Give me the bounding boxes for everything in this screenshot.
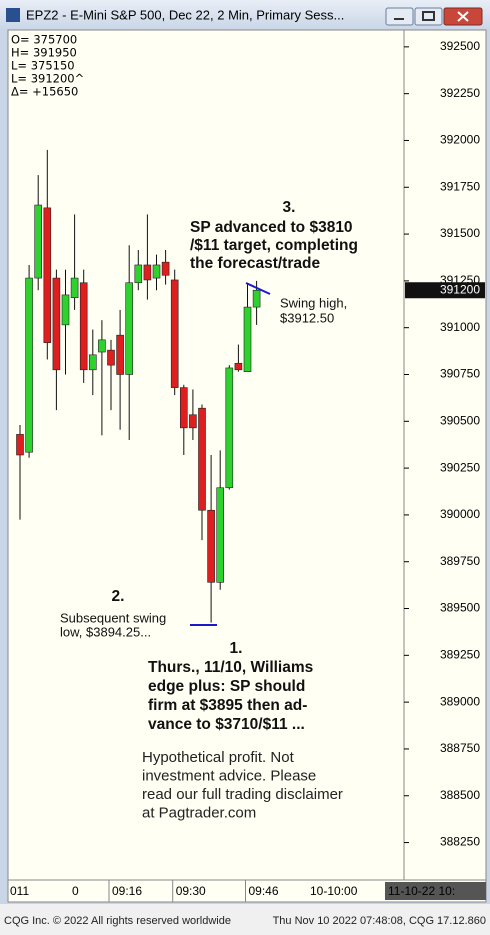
candle-body xyxy=(252,289,261,308)
y-tick-label: 390000 xyxy=(440,507,480,521)
annotation-text: firm at $3895 then ad- xyxy=(148,697,307,714)
y-tick-label: 390500 xyxy=(440,413,480,427)
footer-right: Thu Nov 10 2022 07:48:08, CQG 17.12.860 xyxy=(273,915,486,927)
x-tick-label: 09:46 xyxy=(249,884,279,898)
x-tick-label: 011 xyxy=(10,884,29,898)
candle-body xyxy=(98,339,106,353)
y-tick-label: 392250 xyxy=(440,86,480,100)
y-tick-label: 390750 xyxy=(440,367,480,381)
x-tick-label: 11-10-22 10: xyxy=(388,884,455,898)
x-tick-label: 10-10:00 xyxy=(310,884,358,898)
x-tick-label: 09:30 xyxy=(176,884,206,898)
candle-body xyxy=(25,277,33,453)
close-icon xyxy=(457,11,469,22)
y-tick-label: 389750 xyxy=(440,554,480,568)
y-tick-label: 391750 xyxy=(440,179,480,193)
candle-body xyxy=(116,334,124,375)
annotation-text: /$11 target, completing xyxy=(190,237,358,254)
candle-body xyxy=(207,509,215,583)
swing-high-marker xyxy=(245,282,271,295)
info-line: O= 375700 xyxy=(11,33,77,47)
info-line: H= 391950 xyxy=(11,46,77,60)
date-box xyxy=(385,882,486,900)
candle-body xyxy=(89,354,97,371)
status-bar xyxy=(0,904,490,930)
x-tick-label: 09:16 xyxy=(112,884,142,898)
y-tick-label: 389250 xyxy=(440,648,480,662)
annotation-number: 1. xyxy=(230,640,243,657)
candle-body xyxy=(107,349,115,366)
candle-body xyxy=(125,282,133,375)
annotation-text: vance to $3710/$11 ... xyxy=(148,716,305,733)
minimize-button[interactable] xyxy=(385,7,414,26)
candle-body xyxy=(134,264,143,284)
candle-body xyxy=(61,294,70,326)
candle-body xyxy=(52,277,61,371)
candle-body xyxy=(16,434,24,456)
candle-body xyxy=(43,207,52,343)
candle-body xyxy=(152,264,161,279)
annotation-text: edge plus: SP should xyxy=(148,678,305,695)
candle-body xyxy=(189,414,197,429)
candle-body xyxy=(243,306,252,372)
window-title: EPZ2 - E-Mini S&P 500, Dec 22, 2 Min, Pr… xyxy=(26,7,344,22)
disclaimer-text: read our full trading disclaimer xyxy=(142,786,343,803)
footer-left: CQG Inc. © 2022 All rights reserved worl… xyxy=(4,915,231,927)
x-tick-label: 0 xyxy=(72,884,79,898)
last-price-box xyxy=(405,282,485,299)
y-tick-label: 388750 xyxy=(440,741,480,755)
y-tick-label: 389500 xyxy=(440,601,480,615)
y-tick-label: 391000 xyxy=(440,320,480,334)
disclaimer-text: at Pagtrader.com xyxy=(142,804,256,821)
disclaimer-text: investment advice. Please xyxy=(142,767,316,784)
disclaimer-text: Hypothetical profit. Not xyxy=(142,749,295,766)
y-tick-label: 389000 xyxy=(440,694,480,708)
maximize-button[interactable] xyxy=(414,7,443,26)
annotation-text: Subsequent swing xyxy=(60,610,166,625)
annotation-text: the forecast/trade xyxy=(190,255,320,272)
last-price-label: 391200 xyxy=(440,282,480,296)
candle-body xyxy=(225,367,234,489)
plot-area xyxy=(7,29,405,881)
annotation-text: Swing high, xyxy=(280,295,347,310)
candle-body xyxy=(143,264,152,281)
annotation-text: SP advanced to $3810 xyxy=(190,219,353,236)
candle-body xyxy=(70,277,79,299)
info-line: L= 375150 xyxy=(11,59,75,73)
y-tick-label: 391500 xyxy=(440,226,480,240)
price-axis xyxy=(403,29,487,881)
annotation-text: Thurs., 11/10, Williams xyxy=(148,659,313,676)
maximize-icon xyxy=(422,11,435,21)
candle-body xyxy=(170,279,179,388)
candle-body xyxy=(180,387,188,429)
y-tick-label: 388250 xyxy=(440,835,480,849)
annotation-number: 3. xyxy=(283,199,296,216)
app-icon xyxy=(6,8,20,22)
y-tick-label: 388500 xyxy=(440,788,480,802)
window-buttons xyxy=(385,7,483,26)
annotation-text: low, $3894.25... xyxy=(60,624,151,639)
candle-body xyxy=(79,282,88,371)
y-tick-label: 392000 xyxy=(440,133,480,147)
minimize-icon xyxy=(394,18,404,20)
candle-body xyxy=(216,487,224,583)
candle-body xyxy=(34,204,43,279)
y-tick-label: 390250 xyxy=(440,460,480,474)
candle-body xyxy=(161,261,170,276)
info-line: Δ= +15650 xyxy=(11,85,78,99)
info-line: L= 391200^ xyxy=(11,72,84,86)
candle-body xyxy=(234,362,243,371)
y-tick-label: 392500 xyxy=(440,39,480,53)
annotation-text: $3912.50 xyxy=(280,310,334,325)
annotation-number: 2. xyxy=(112,588,125,605)
candle-body xyxy=(198,407,206,511)
